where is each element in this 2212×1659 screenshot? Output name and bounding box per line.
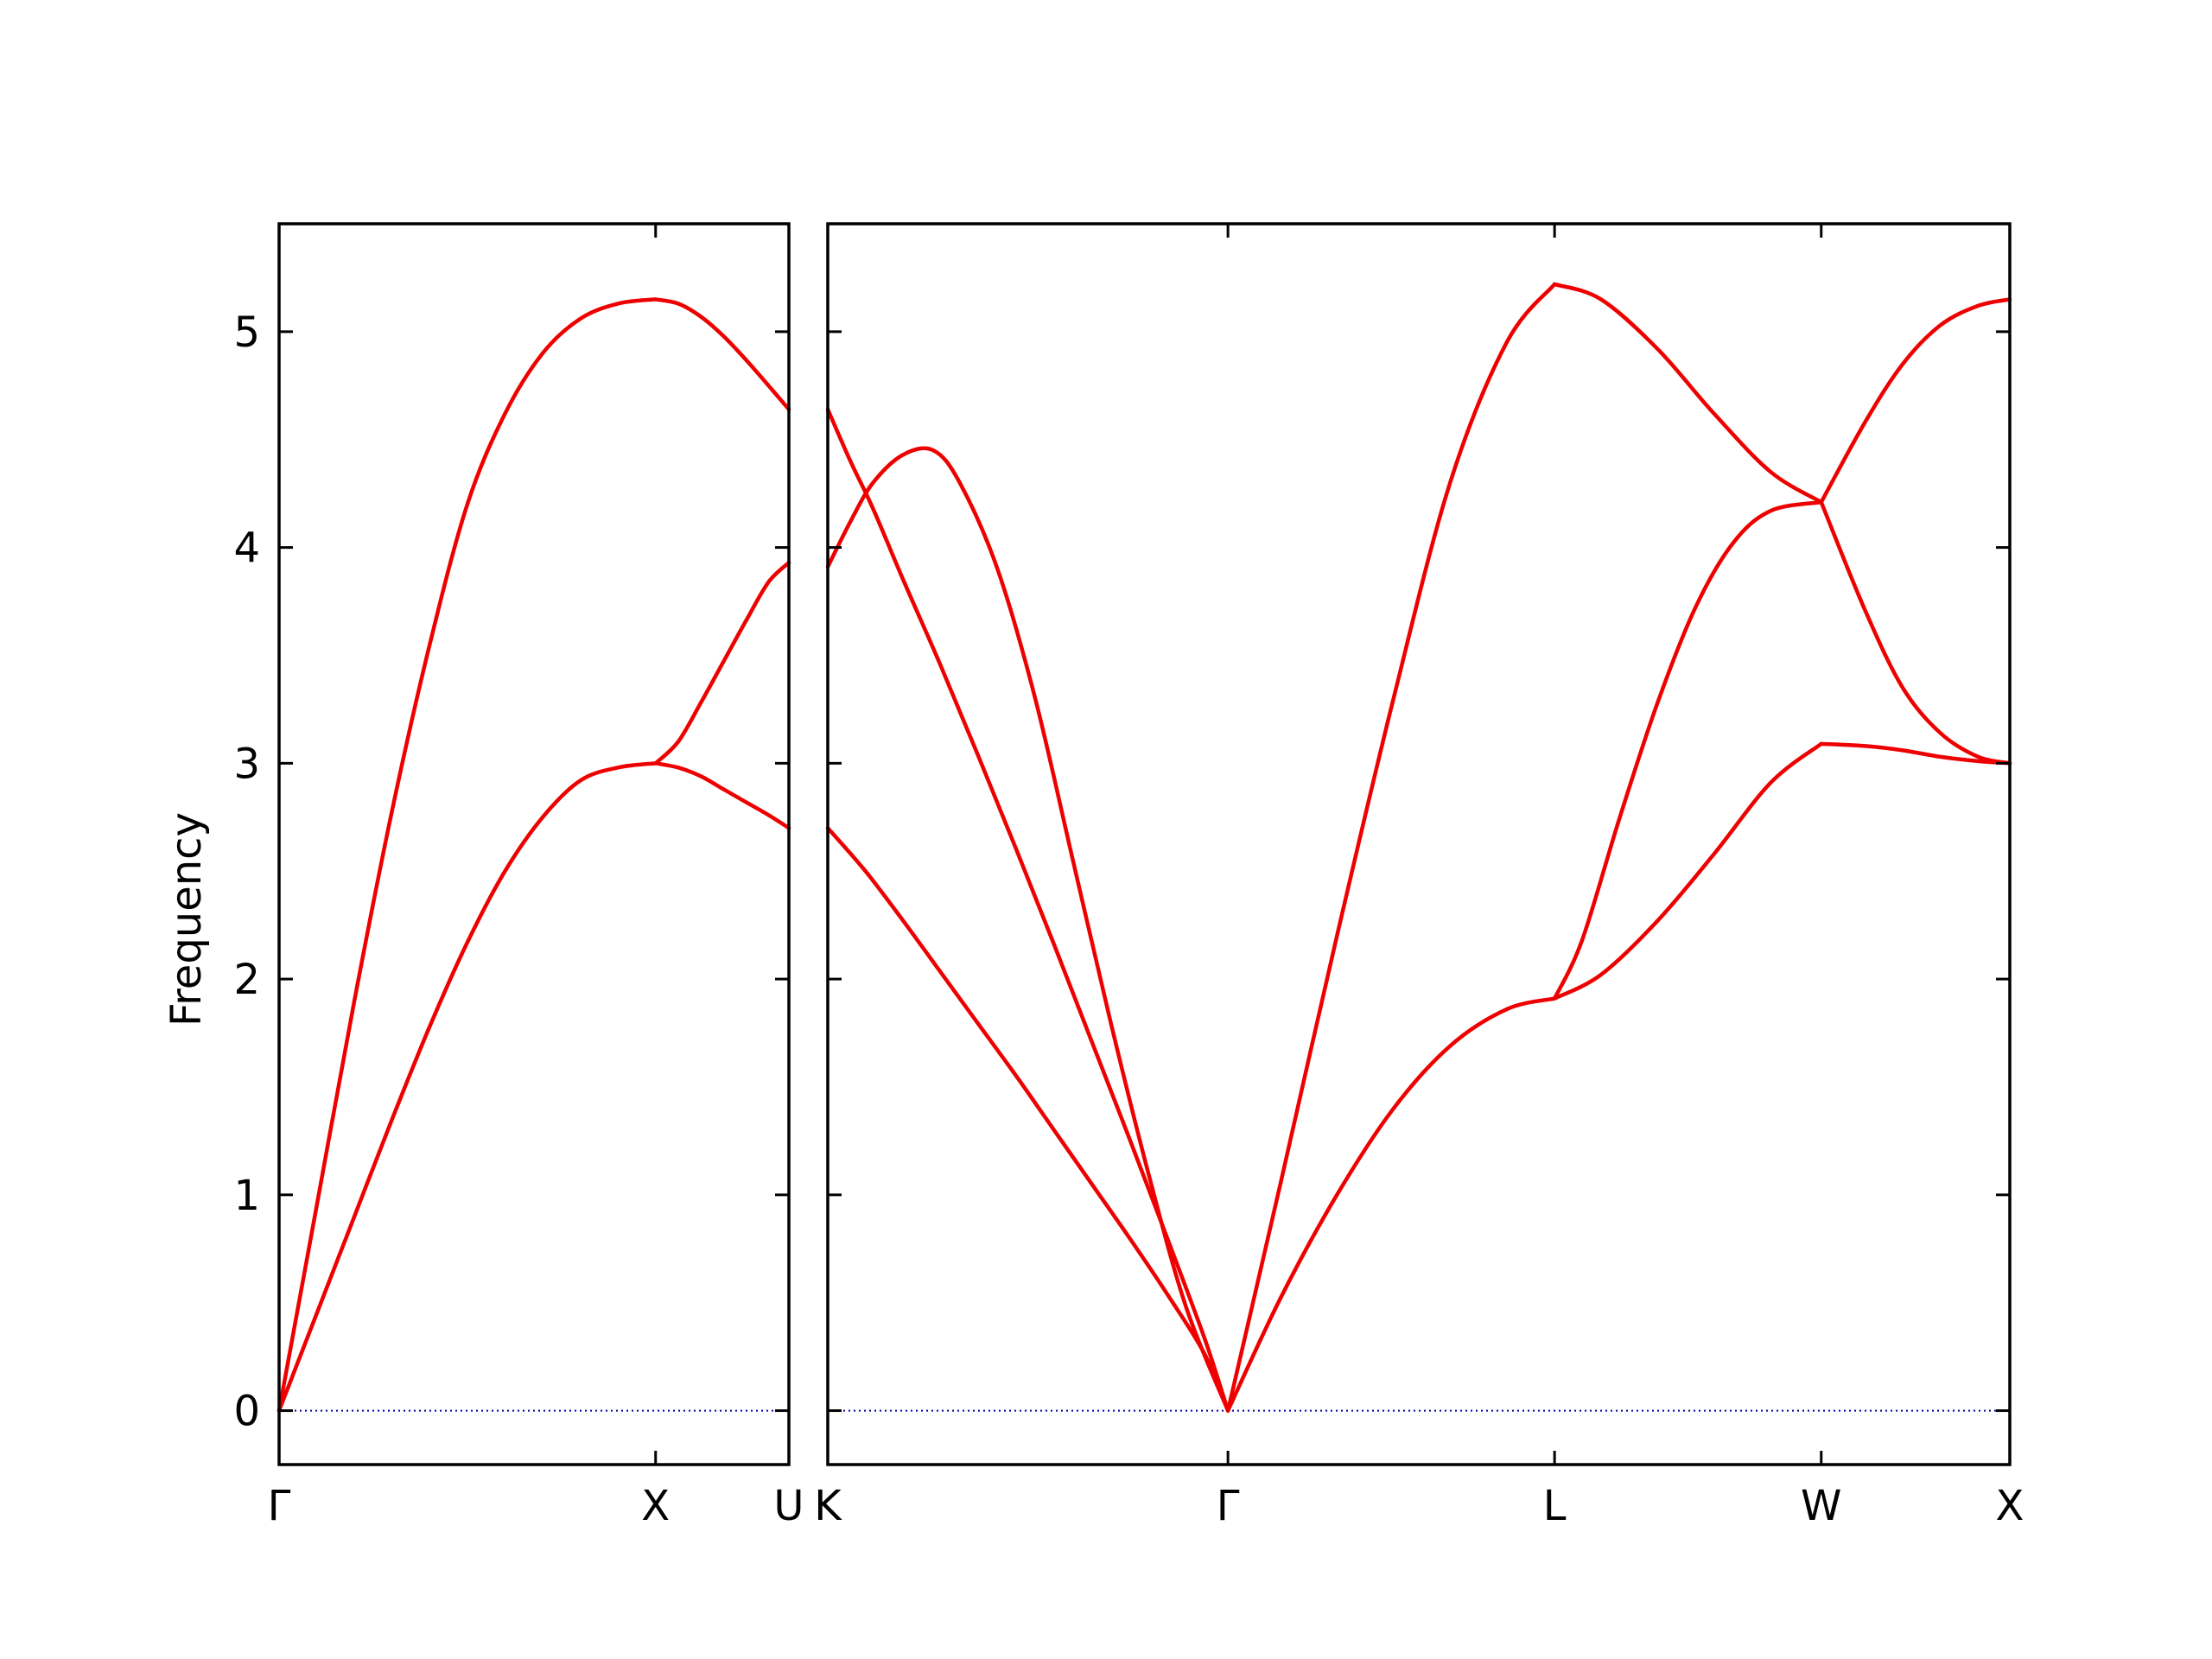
x-tick-label: Γ: [268, 1482, 291, 1530]
x-tick-label: Γ: [1217, 1482, 1240, 1530]
band-line: [1819, 741, 2012, 766]
band-line: [825, 407, 1230, 1413]
chart-panels: Γ X U K Γ L W X 0 1 2 3 4 5: [233, 222, 2024, 1530]
band-line: [653, 560, 791, 766]
band-line: [653, 761, 791, 830]
y-tick-label: 4: [233, 524, 260, 573]
y-axis-label: Frequency: [162, 812, 211, 1027]
band-line: [1552, 741, 1823, 1001]
y-tick-label: 5: [233, 308, 260, 357]
x-tick-label: L: [1543, 1482, 1567, 1530]
band-line: [276, 297, 658, 1413]
x-tick-label: X: [641, 1482, 670, 1530]
band-line: [1819, 297, 2012, 505]
panel-frame: [826, 222, 2012, 1466]
y-tick-label: 1: [233, 1172, 260, 1220]
y-tick-label: 3: [233, 740, 260, 788]
x-tick-label: X: [1996, 1482, 2024, 1530]
band-line: [1225, 282, 1557, 1413]
band-line: [1552, 499, 1823, 1001]
band-line: [276, 761, 658, 1413]
x-tick-label: U: [773, 1482, 804, 1530]
x-tick-label: K: [814, 1482, 842, 1530]
band-line: [825, 826, 1230, 1413]
band-line: [653, 297, 791, 412]
band-line: [825, 446, 1230, 1413]
x-tick-label: W: [1801, 1482, 1841, 1530]
band-line: [1552, 282, 1823, 505]
y-tick-labels: 0 1 2 3 4 5: [233, 308, 260, 1436]
band-line: [1819, 499, 2012, 766]
band-line: [1225, 996, 1557, 1413]
y-tick-label: 2: [233, 956, 260, 1004]
panel-frame: [277, 222, 791, 1466]
y-tick-label: 0: [233, 1388, 260, 1436]
